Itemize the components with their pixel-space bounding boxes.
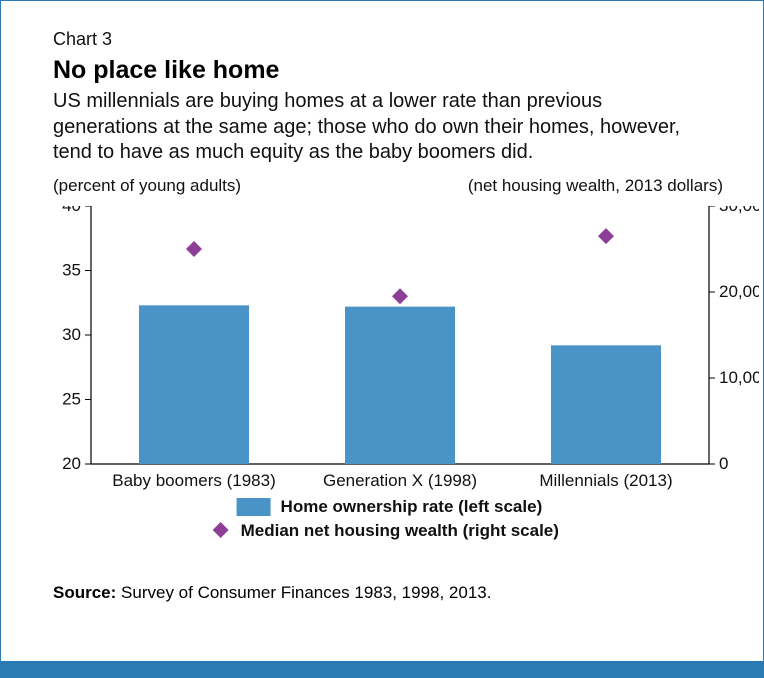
bar [551,345,661,464]
svg-text:30,000: 30,000 [719,206,759,215]
category-label: Baby boomers (1983) [112,471,275,490]
svg-text:30: 30 [62,325,81,344]
legend-bar-swatch [237,498,271,516]
legend-diamond-label: Median net housing wealth (right scale) [241,521,559,540]
category-label: Generation X (1998) [323,471,477,490]
bar [139,305,249,464]
chart-number: Chart 3 [53,29,723,50]
svg-text:0: 0 [719,454,728,473]
diamond-marker [392,288,408,304]
legend-diamond-swatch [213,522,229,538]
svg-text:35: 35 [62,260,81,279]
diamond-marker [186,241,202,257]
svg-text:20,000: 20,000 [719,282,759,301]
svg-text:20: 20 [62,454,81,473]
svg-text:10,000: 10,000 [719,368,759,387]
chart-frame: Chart 3 No place like home US millennial… [0,0,764,678]
chart-plot: 20 25 30 35 40 0 10,000 20,000 30,000 Baby boomer… [53,206,759,560]
chart-subtitle: US millennials are buying homes at a low… [53,89,693,166]
y-left-axis-label: (percent of young adults) [53,176,241,196]
svg-text:25: 25 [62,389,81,408]
diamond-marker [598,228,614,244]
legend-bar-label: Home ownership rate (left scale) [281,497,543,516]
bar [345,306,455,463]
source-label: Source: [53,583,116,602]
bottom-accent-bar [1,661,763,677]
source-text: Survey of Consumer Finances 1983, 1998, … [121,583,491,602]
source-line: Source: Survey of Consumer Finances 1983… [53,583,723,603]
svg-text:40: 40 [62,206,81,215]
category-label: Millennials (2013) [539,471,672,490]
y-right-axis-label: (net housing wealth, 2013 dollars) [468,176,723,196]
chart-title: No place like home [53,56,723,85]
